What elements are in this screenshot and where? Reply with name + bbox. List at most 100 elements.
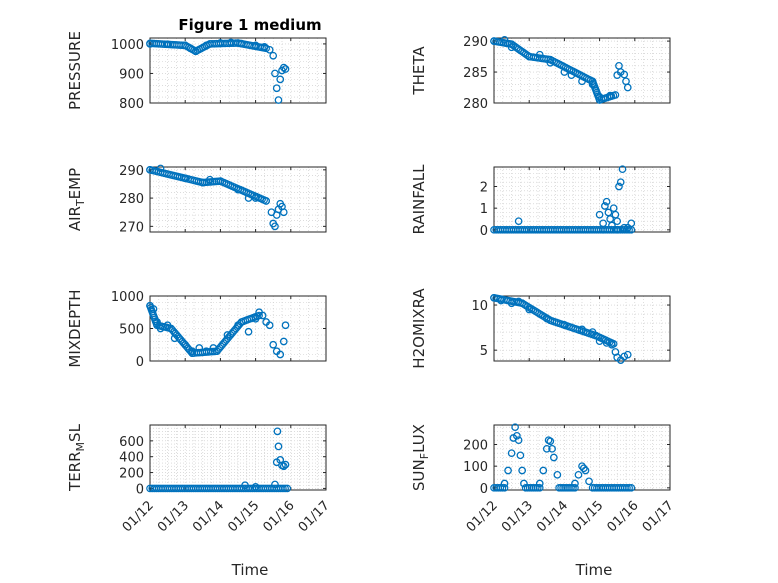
data-point (606, 91, 615, 100)
x-tick-label: 01/14 (534, 498, 571, 535)
data-point (181, 340, 190, 349)
data-point (258, 311, 267, 320)
data-point (507, 449, 516, 458)
data-point (615, 182, 623, 191)
y-axis-label-main: MIXDEPTH (66, 289, 84, 367)
data-point (269, 51, 278, 60)
data-point (241, 481, 249, 490)
data-point (490, 37, 498, 45)
data-point (274, 96, 283, 104)
data-point (613, 217, 622, 226)
data-point (237, 39, 246, 48)
data-point (542, 444, 551, 453)
y-tick-label: 0 (136, 482, 144, 497)
subplot-3: 270 280 290 AIRTEMP (66, 164, 327, 235)
data-point (272, 84, 281, 93)
y-tick-label: 2 (480, 181, 488, 196)
data-point (202, 347, 211, 356)
data-point (279, 208, 288, 217)
data-point (500, 479, 509, 488)
y-axis-label: RAINFALL (410, 164, 428, 235)
data-point (149, 305, 158, 313)
y-axis-label: THETA (410, 46, 428, 96)
data-point (251, 482, 260, 491)
data-point (616, 178, 625, 187)
data-marker (281, 484, 289, 493)
y-tick-label: 290 (463, 35, 488, 50)
y-axis-label-subscript: T (74, 199, 87, 207)
data-point (595, 337, 604, 345)
y-tick-label: 0 (480, 482, 488, 497)
y-axis-label-suffix: SL (66, 423, 84, 442)
x-tick-label: 01/16 (605, 498, 642, 535)
data-point (618, 165, 627, 174)
y-tick-label: 100 (463, 460, 488, 475)
subplot-6: 5 10 H2OMIXRA (410, 288, 671, 369)
y-axis-label-main: PRESSURE (66, 31, 84, 110)
data-marker (262, 44, 270, 53)
axes-box (149, 166, 327, 233)
x-tick-label: 01/15 (225, 498, 262, 535)
data-marker (571, 484, 579, 492)
x-tick-label: 01/13 (499, 498, 536, 535)
data-point (281, 460, 290, 469)
data-point (223, 331, 232, 339)
axes-box (149, 37, 327, 104)
y-tick-label: 0 (136, 355, 144, 370)
data-point (588, 80, 597, 89)
data-point (599, 225, 607, 234)
data-point (156, 164, 165, 173)
data-point (265, 45, 274, 54)
y-axis-label-main: THETA (410, 46, 428, 96)
data-point (271, 222, 279, 231)
data-point (507, 43, 516, 52)
data-point (216, 39, 225, 47)
data-point (156, 324, 165, 333)
figure-title: Figure 1 medium (178, 16, 321, 34)
data-point (281, 321, 290, 330)
data-point (620, 70, 629, 79)
data-point (535, 479, 544, 488)
data-point (276, 75, 285, 84)
data-point (581, 466, 590, 475)
data-point (163, 321, 172, 330)
y-tick-label: 290 (119, 164, 144, 179)
data-point (571, 479, 579, 488)
data-point (273, 427, 282, 436)
y-tick-label: 280 (463, 97, 488, 112)
data-marker (279, 484, 287, 493)
y-tick-label: 0 (480, 224, 488, 239)
data-point (542, 314, 551, 323)
y-axis-label: PRESSURE (66, 31, 84, 110)
y-tick-label: 10 (471, 299, 488, 314)
data-point (234, 185, 242, 194)
data-point (198, 178, 207, 187)
data-point (279, 337, 288, 346)
data-point (546, 58, 555, 67)
data-point (518, 466, 527, 475)
y-axis-label-suffix: LUX (410, 424, 428, 453)
x-tick-label: 01/17 (296, 498, 333, 535)
x-axis-label-right: Time (575, 561, 613, 579)
data-point (279, 462, 288, 471)
data-point (578, 325, 586, 334)
data-point (504, 466, 512, 475)
data-point (513, 431, 521, 440)
data-point (205, 175, 214, 184)
data-point (216, 177, 225, 185)
data-point (520, 479, 528, 488)
data-point (525, 305, 534, 314)
y-axis-label-main: RAINFALL (410, 164, 428, 235)
data-point (188, 347, 197, 356)
data-point (234, 321, 242, 330)
data-point (613, 225, 622, 234)
data-point (262, 197, 271, 205)
data-marker (283, 484, 292, 493)
y-axis-label-subscript: M (74, 442, 87, 452)
data-marker (498, 484, 507, 492)
y-axis-label-main: AIR (66, 206, 84, 231)
y-tick-label: 400 (119, 451, 144, 466)
